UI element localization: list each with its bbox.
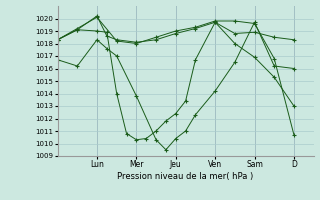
X-axis label: Pression niveau de la mer( hPa ): Pression niveau de la mer( hPa ): [117, 172, 254, 181]
